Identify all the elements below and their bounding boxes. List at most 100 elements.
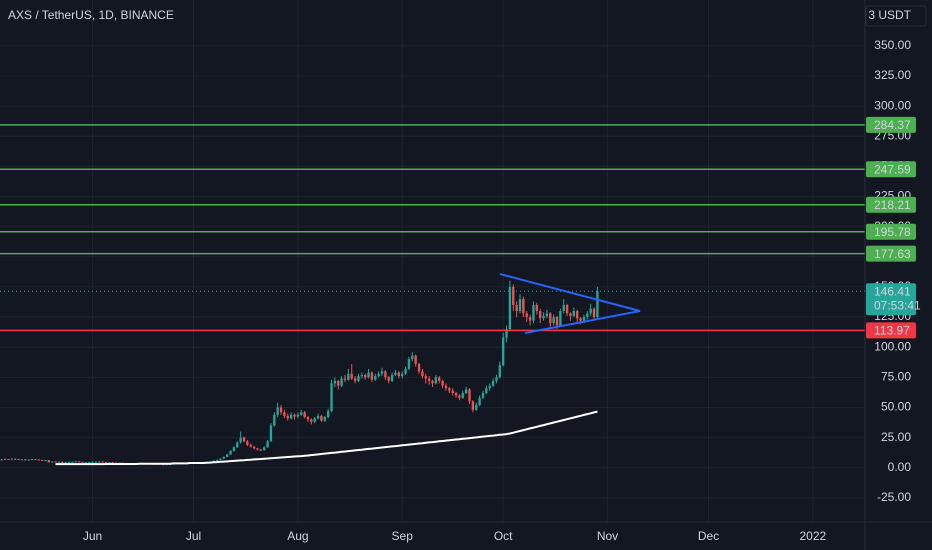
candle-body: [401, 373, 404, 377]
y-tick-label: 100.00: [874, 339, 911, 353]
chart-title: AXS / TetherUS, 1D, BINANCE: [8, 8, 174, 22]
level-tag: [866, 223, 916, 240]
level-tag-label: 247.59: [874, 162, 911, 176]
candle-body: [306, 417, 310, 420]
axis-unit[interactable]: 3 USDT: [868, 8, 911, 22]
candle-body: [269, 425, 273, 442]
candle-body: [34, 459, 37, 461]
level-tag-label: 284.37: [874, 118, 911, 132]
candle-body: [387, 377, 390, 381]
candle-body: [592, 308, 596, 318]
candle-body: [226, 454, 229, 457]
level-tag: [866, 245, 916, 262]
candle-body: [337, 380, 340, 386]
candle-body: [441, 380, 444, 386]
candle-body: [404, 368, 407, 374]
candle-body: [549, 313, 552, 324]
last-price-tag: [866, 283, 916, 316]
candle-body: [347, 373, 350, 380]
candle-body: [518, 298, 522, 312]
unit-box[interactable]: [865, 5, 927, 27]
level-tag-label: 195.78: [874, 225, 911, 239]
candle-body: [88, 462, 91, 464]
candle-body: [101, 461, 104, 463]
candle-body: [50, 461, 54, 463]
candle-body: [464, 389, 468, 394]
candle-body: [458, 395, 461, 398]
plot: [0, 124, 865, 466]
y-tick-label: -25.00: [877, 490, 911, 504]
candle-body: [91, 461, 94, 463]
candle-body: [545, 313, 549, 316]
candle-body: [246, 441, 249, 445]
candle-body: [431, 380, 434, 384]
candle-body: [582, 317, 586, 321]
x-tick-label: 2022: [799, 529, 826, 543]
candle-body: [596, 291, 599, 318]
candle-body: [104, 461, 108, 463]
candle-body: [111, 462, 114, 464]
candle-body: [380, 371, 384, 374]
candle-body: [562, 305, 565, 312]
candle-body: [67, 461, 71, 463]
candle-body: [515, 305, 518, 312]
candle-body: [323, 417, 326, 421]
level-tag: [866, 196, 916, 213]
candle-body: [384, 371, 387, 378]
candle-body: [316, 415, 320, 419]
candle-body: [229, 450, 232, 455]
candle-body: [471, 401, 475, 410]
candle-body: [559, 311, 562, 326]
y-tick-label: 350.00: [874, 38, 911, 52]
candle-body: [266, 441, 269, 448]
candle-body: [232, 447, 236, 451]
candle-body: [276, 407, 279, 415]
candle-body: [475, 405, 478, 410]
grid: [0, 0, 865, 522]
candle-body: [367, 372, 370, 378]
candle-body: [407, 359, 411, 369]
candle-body: [555, 317, 559, 326]
candle-body: [542, 315, 545, 319]
candle-body: [417, 364, 421, 372]
candle-body: [357, 376, 360, 381]
level-tag-label: 113.97: [874, 324, 910, 338]
candle-body: [222, 456, 226, 459]
candle-body: [552, 317, 555, 324]
candle-body: [478, 397, 481, 406]
candle-body: [286, 415, 289, 419]
candle-body: [3, 458, 7, 460]
y-tick-label: 0.00: [888, 460, 912, 474]
candle-body: [411, 355, 414, 360]
candle-body: [539, 311, 542, 319]
y-tick-label: 75.00: [881, 370, 911, 384]
y-tick-label: 300.00: [874, 98, 911, 112]
candle-body: [565, 305, 569, 314]
candle-body: [468, 389, 471, 402]
candle-body: [394, 372, 397, 375]
candle-body: [81, 461, 84, 463]
candle-body: [313, 418, 316, 422]
candle-body: [263, 447, 266, 451]
candle-body: [340, 378, 343, 386]
candle-body: [256, 448, 259, 450]
candle-body: [505, 329, 508, 338]
candle-body: [47, 460, 50, 463]
last-price-label: 146.41: [874, 284, 911, 298]
candle-body: [370, 372, 374, 380]
candle-body: [343, 378, 347, 380]
level-tag: [866, 116, 916, 133]
candle-body: [451, 390, 454, 394]
x-tick-label: Dec: [698, 529, 719, 543]
candle-body: [57, 461, 61, 463]
candle-body: [54, 461, 57, 463]
y-tick-label: 325.00: [874, 68, 911, 82]
candle-body: [44, 460, 47, 462]
candle-body: [522, 298, 525, 314]
candle-body: [0, 459, 3, 461]
candle-body: [485, 388, 488, 394]
y-tick-label: 25.00: [881, 430, 911, 444]
x-tick-label: Jun: [83, 529, 102, 543]
